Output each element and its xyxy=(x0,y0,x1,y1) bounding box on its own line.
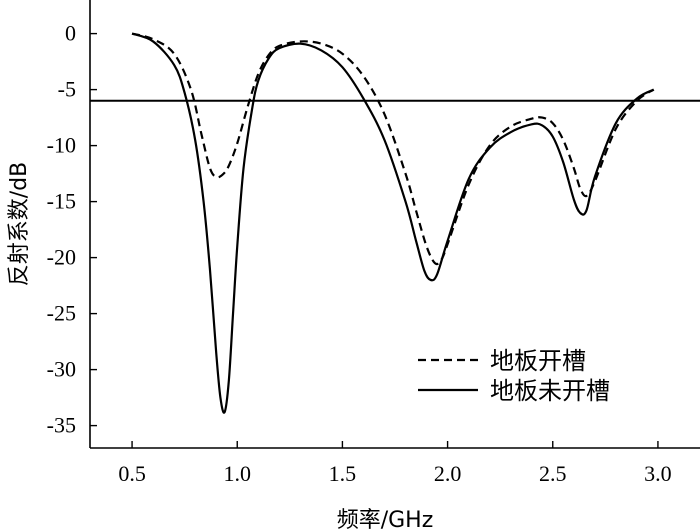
legend-label-slotted: 地板开槽 xyxy=(490,347,586,375)
x-tick-label: 1.5 xyxy=(329,461,357,486)
legend-label-unslotted: 地板未开槽 xyxy=(490,377,610,405)
x-tick-label: 2.5 xyxy=(539,461,567,486)
x-tick-label: 1.0 xyxy=(223,461,251,486)
axes: 0.5 1.0 1.5 2.0 2.5 3.0 0 -5 -10 -15 -20 -25 -30 -35 xyxy=(47,0,700,486)
y-tick-label: -5 xyxy=(58,77,76,102)
y-tick-label: -35 xyxy=(47,413,76,438)
x-tick-label: 2.0 xyxy=(434,461,462,486)
y-tick-label: 0 xyxy=(65,21,76,46)
y-axis-title: 反射系数/dB xyxy=(7,162,32,286)
y-tick-label: -30 xyxy=(47,357,76,382)
plot-area xyxy=(90,32,700,414)
y-tick-label: -15 xyxy=(47,189,76,214)
series-line-unslotted xyxy=(131,32,655,414)
x-axis-title: 频率/GHz xyxy=(337,508,434,531)
series-line-slotted xyxy=(131,32,655,266)
y-tick-label: -25 xyxy=(47,301,76,326)
legend: 地板开槽 地板未开槽 xyxy=(418,347,610,405)
y-tick-label: -10 xyxy=(47,133,76,158)
x-tick-label: 0.5 xyxy=(118,461,146,486)
x-tick-label: 3.0 xyxy=(644,461,672,486)
y-tick-label: -20 xyxy=(47,245,76,270)
